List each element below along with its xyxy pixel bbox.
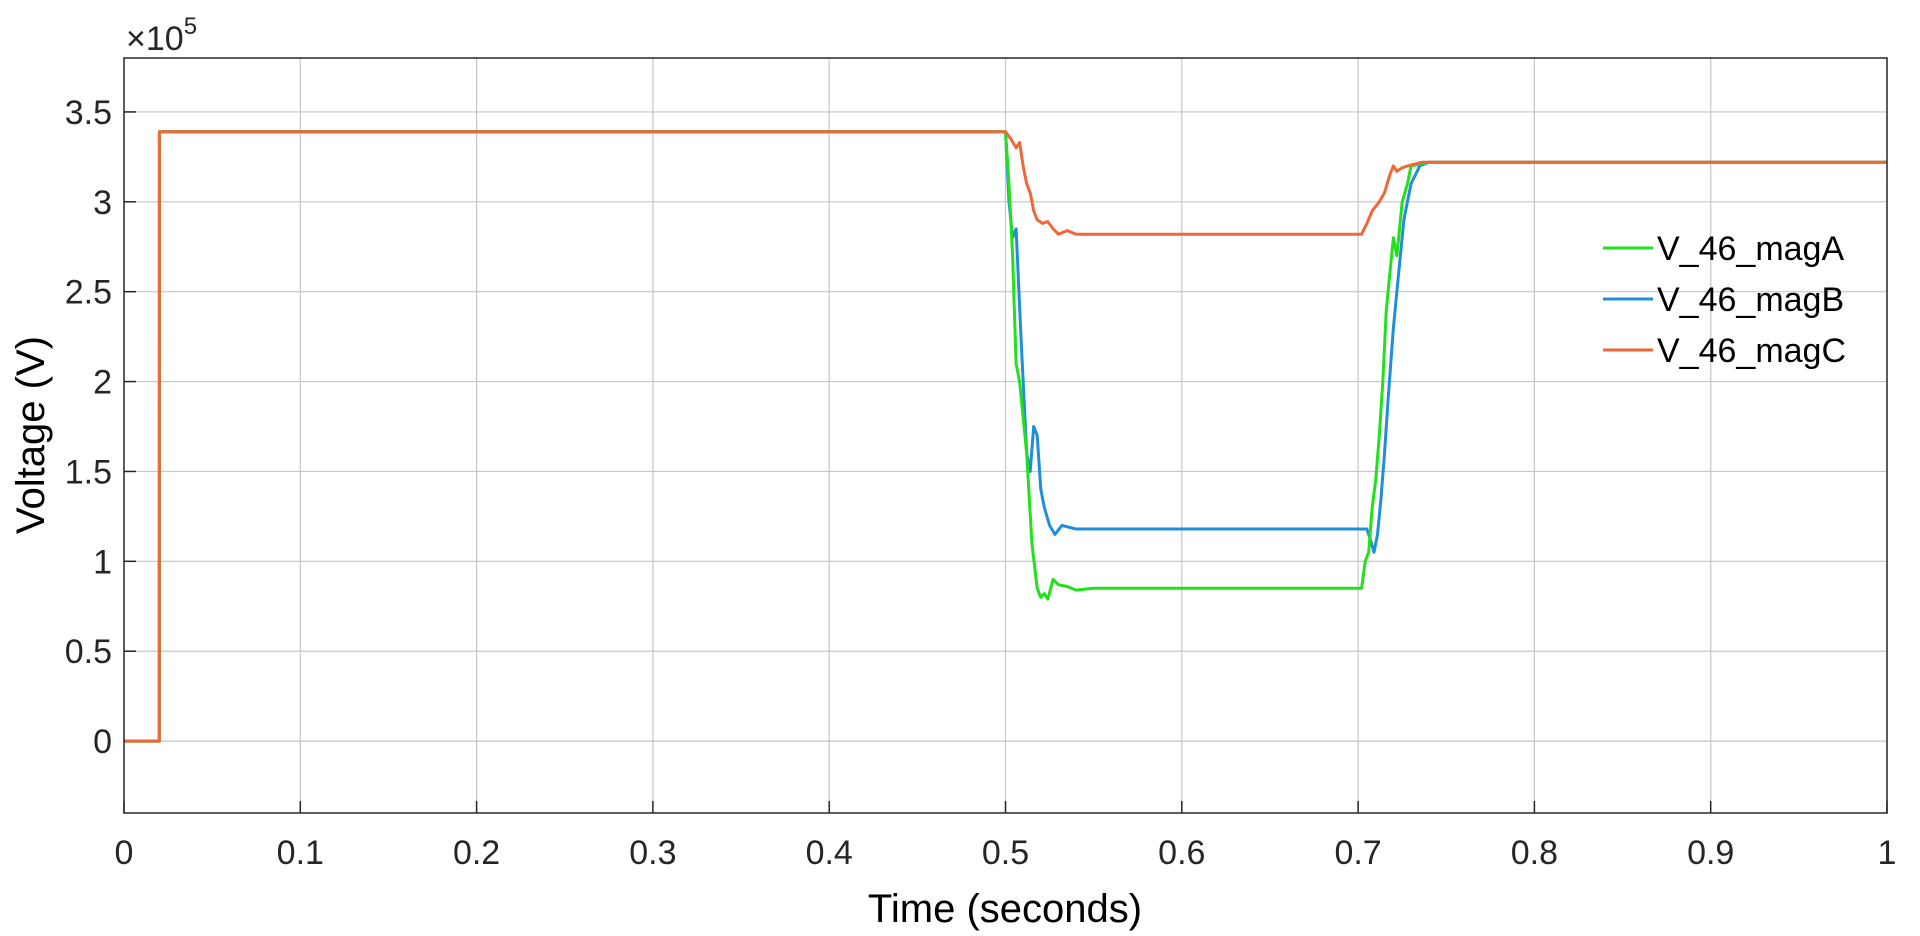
y-tick-label: 1.5 [65,453,112,491]
x-tick-label: 1 [1878,834,1897,872]
y-tick-label: 3 [93,184,112,222]
x-tick-label: 0.2 [453,834,500,872]
plot-frame [123,57,1888,814]
y-tick-label: 2 [93,364,112,402]
x-tick-label: 0.8 [1511,834,1558,872]
series-lines [124,130,1887,743]
x-tick-label: 0.6 [1158,834,1205,872]
legend-label: V_46_magA [1657,230,1844,268]
x-tick-label: 0.5 [982,834,1029,872]
y-tick-label: 1 [93,543,112,581]
y-axis-label: Voltage (V) [9,336,53,534]
x-tick-label: 0 [115,834,134,872]
y-tick-label: 2.5 [65,274,112,312]
x-axis-label: Time (seconds) [868,887,1142,931]
y-tick-label: 0.5 [65,633,112,671]
x-tick-label: 0.1 [277,834,324,872]
series-line-V_46_magC [124,130,1887,743]
y-tick-label: 3.5 [65,94,112,132]
y-tick-labels: 0 0.5 1 1.5 2 2.5 3 3.5 [65,94,112,761]
series-line-V_46_magA [124,130,1887,743]
x-tick-labels: 0 0.1 0.2 0.3 0.4 0.5 0.6 0.7 0.8 0.9 1 [115,834,1897,872]
y-tick-label: 0 [93,723,112,761]
legend-label: V_46_magB [1657,281,1844,319]
series-line-V_46_magB [124,130,1887,743]
legend-label: V_46_magC [1657,332,1846,370]
x-tick-label: 0.9 [1687,834,1734,872]
y-exponent-power: 5 [184,13,197,40]
grid-lines [123,58,1888,813]
legend: V_46_magA V_46_magB V_46_magC [1603,230,1846,370]
x-tick-label: 0.3 [629,834,676,872]
x-tick-label: 0.7 [1334,834,1381,872]
x-tick-label: 0.4 [806,834,853,872]
y-exponent-label: ×105 [126,13,197,58]
